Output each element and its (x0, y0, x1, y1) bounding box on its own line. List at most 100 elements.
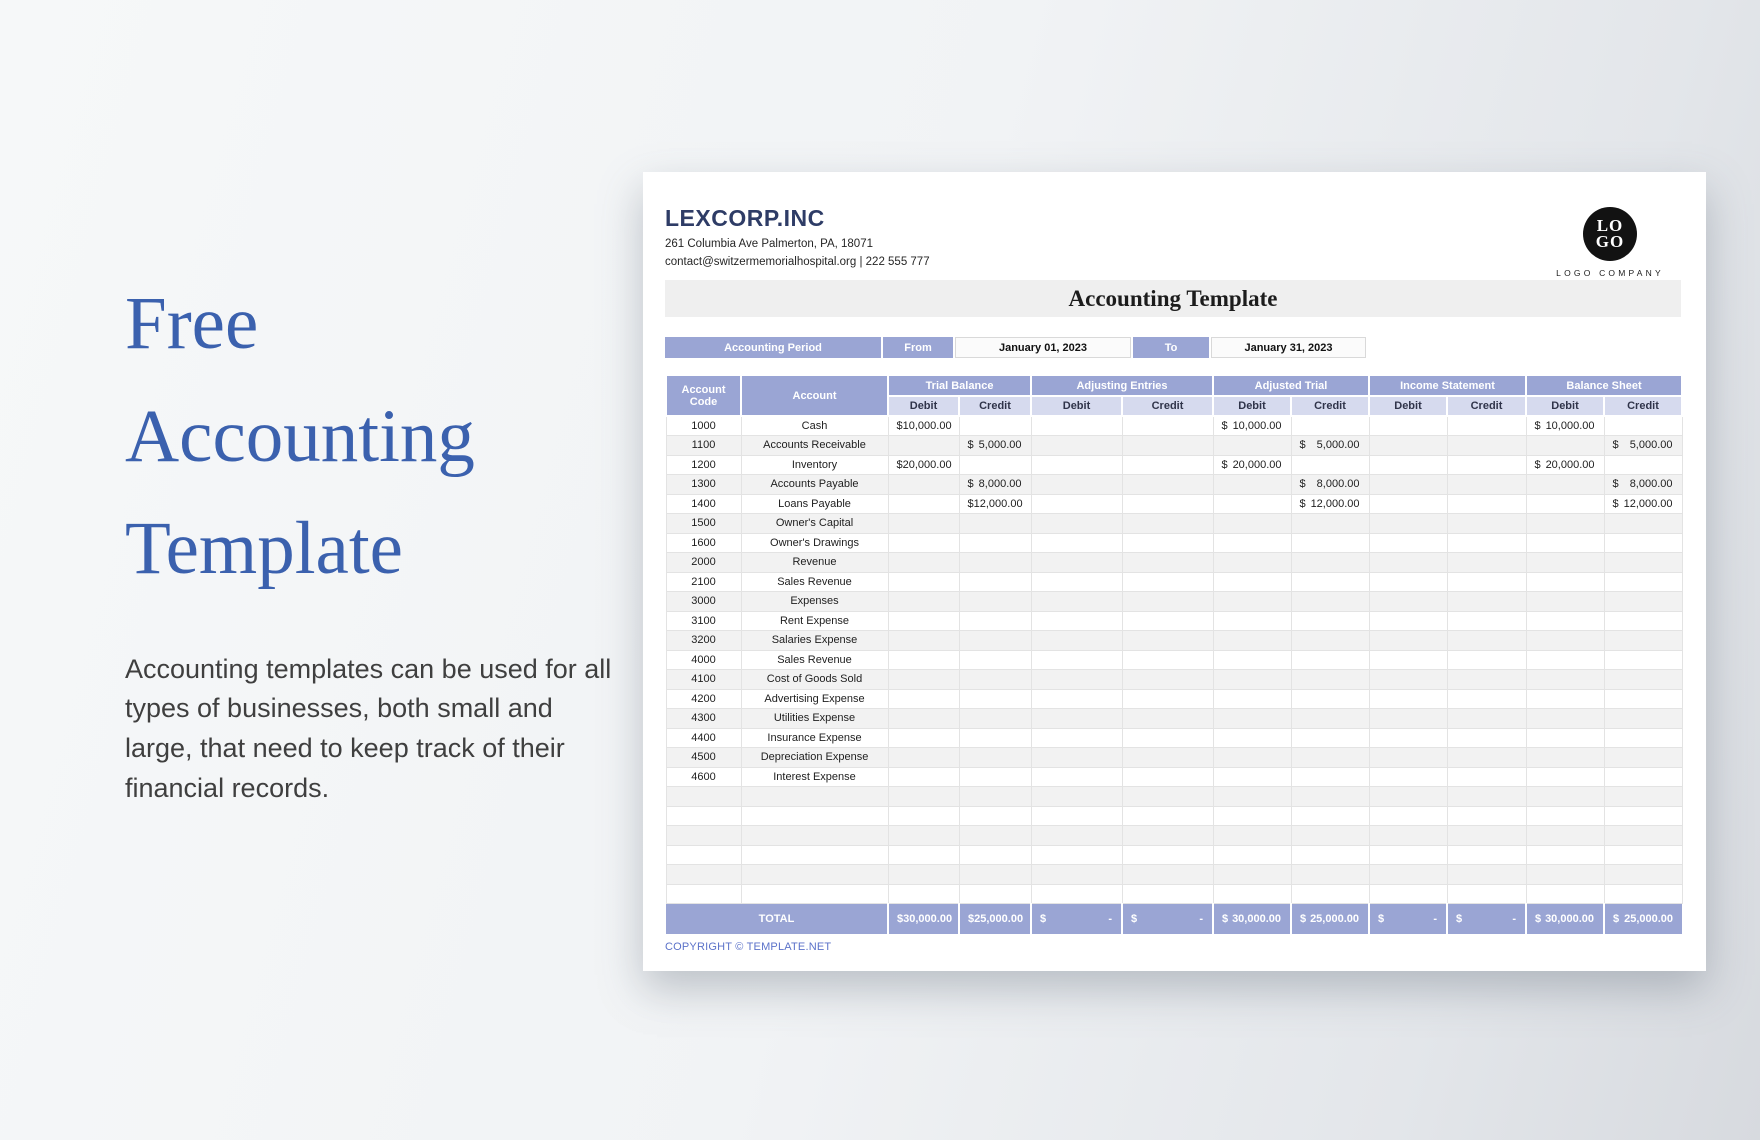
empty-cell (1603, 864, 1683, 885)
header-account: Account (740, 374, 889, 417)
amount-cell (1446, 766, 1527, 787)
empty-cell (1290, 805, 1370, 826)
amount-cell (1446, 747, 1527, 768)
amount-cell (1603, 708, 1683, 729)
copyright-link[interactable]: COPYRIGHT © TEMPLATE.NET (665, 940, 832, 953)
period-to-value[interactable]: January 31, 2023 (1211, 337, 1366, 358)
amount-cell (958, 415, 1032, 436)
amount-cell (1603, 610, 1683, 631)
table-subheader-row: Debit Credit Debit Credit Debit Credit Debit Cr… (666, 395, 1684, 417)
amount-cell (1121, 454, 1214, 475)
currency-symbol: $ (1613, 912, 1620, 925)
empty-cell (1212, 825, 1292, 846)
amount-cell (1446, 552, 1527, 573)
account-name-cell: Depreciation Expense (740, 747, 889, 768)
currency-symbol: $ (1299, 439, 1306, 452)
amount-cell (1212, 630, 1292, 651)
empty-cell (1121, 825, 1214, 846)
empty-cell (665, 805, 742, 826)
account-name-cell: Cost of Goods Sold (740, 669, 889, 690)
amount-cell (1525, 513, 1605, 534)
amount-value: 10,000.00 (1545, 420, 1595, 432)
amount-cell (1525, 591, 1605, 612)
amount-cell (887, 591, 960, 612)
currency-symbol: $ (1535, 912, 1542, 925)
amount-cell (1525, 532, 1605, 553)
amount-cell (1121, 669, 1214, 690)
period-from-value[interactable]: January 01, 2023 (955, 337, 1131, 358)
empty-cell (1525, 805, 1605, 826)
amount-cell (1368, 571, 1448, 592)
amount-cell (1525, 766, 1605, 787)
currency-symbol: $ (1612, 478, 1619, 491)
amount-cell (1290, 571, 1370, 592)
empty-cell (1121, 844, 1214, 865)
amount-cell (1030, 591, 1123, 612)
empty-cell (1212, 805, 1292, 826)
document-title: Accounting Template (1068, 285, 1278, 311)
account-name-cell: Interest Expense (740, 766, 889, 787)
empty-row (665, 825, 1683, 846)
amount-cell (1368, 513, 1448, 534)
empty-cell (958, 844, 1032, 865)
amount-cell (1212, 513, 1292, 534)
table-header: Account Code Account Trial Balance Adjus… (665, 374, 1684, 417)
account-code-cell: 4400 (665, 727, 742, 748)
amount-value: 30,000.00 (1232, 912, 1281, 925)
account-code-cell: 1500 (665, 513, 742, 534)
amount-cell (1212, 591, 1292, 612)
table-row: 1300 Accounts Payable $8,000.00 $8,000.00 $8… (665, 474, 1683, 495)
account-code-cell: 1300 (665, 474, 742, 495)
template-preview-card: LEXCORP.INC 261 Columbia Ave Palmerton, … (643, 172, 1706, 971)
empty-cell (958, 805, 1032, 826)
currency-symbol: $ (967, 439, 974, 452)
amount-cell (1030, 474, 1123, 495)
amount-cell (1446, 649, 1527, 670)
amount-value: 20,000.00 (1545, 458, 1595, 471)
currency-symbol: $ (1040, 912, 1047, 925)
amount-cell (1121, 513, 1214, 534)
amount-cell (887, 532, 960, 553)
amount-cell (1603, 727, 1683, 748)
empty-cell (1525, 844, 1605, 865)
account-name-cell: Insurance Expense (740, 727, 889, 748)
account-code-cell: 1100 (665, 435, 742, 456)
empty-cell (740, 825, 889, 846)
empty-cell (740, 805, 889, 826)
account-name-cell: Sales Revenue (740, 571, 889, 592)
amount-cell: $10,000.00 (1212, 415, 1292, 436)
table-row: 1600 Owner's Drawings (665, 532, 1683, 553)
empty-cell (1603, 825, 1683, 846)
company-address: 261 Columbia Ave Palmerton, PA, 18071 (665, 238, 873, 250)
account-name-cell: Sales Revenue (740, 649, 889, 670)
total-amount-cell: $30,000.00 (1525, 903, 1604, 934)
account-name-cell: Rent Expense (740, 610, 889, 631)
empty-cell (665, 864, 742, 885)
account-code-cell: 4600 (665, 766, 742, 787)
amount-cell (1290, 766, 1370, 787)
table-row: 4300 Utilities Expense (665, 708, 1683, 729)
document-title-bar: Accounting Template (665, 280, 1681, 317)
empty-cell (887, 805, 960, 826)
total-amount-cell: $25,000.00 (958, 903, 1031, 934)
amount-cell (1525, 747, 1605, 768)
empty-cell (1121, 864, 1214, 885)
amount-cell (1603, 766, 1683, 787)
amount-cell (1603, 649, 1683, 670)
amount-cell (1121, 571, 1214, 592)
amount-value: 20,000.00 (1232, 458, 1282, 471)
amount-cell (1121, 435, 1214, 456)
company-contact: contact@switzermemorialhospital.org | 22… (665, 256, 930, 268)
amount-cell (1446, 669, 1527, 690)
empty-cell (887, 883, 960, 904)
empty-cell (1525, 825, 1605, 846)
amount-cell (887, 493, 960, 514)
amount-cell (1212, 552, 1292, 573)
amount-cell (1030, 454, 1123, 475)
amount-cell (1212, 669, 1292, 690)
amount-cell (1290, 747, 1370, 768)
amount-value: 25,000.00 (1310, 912, 1359, 925)
empty-cell (665, 786, 742, 807)
table-row: 3100 Rent Expense (665, 610, 1683, 631)
empty-cell (740, 844, 889, 865)
